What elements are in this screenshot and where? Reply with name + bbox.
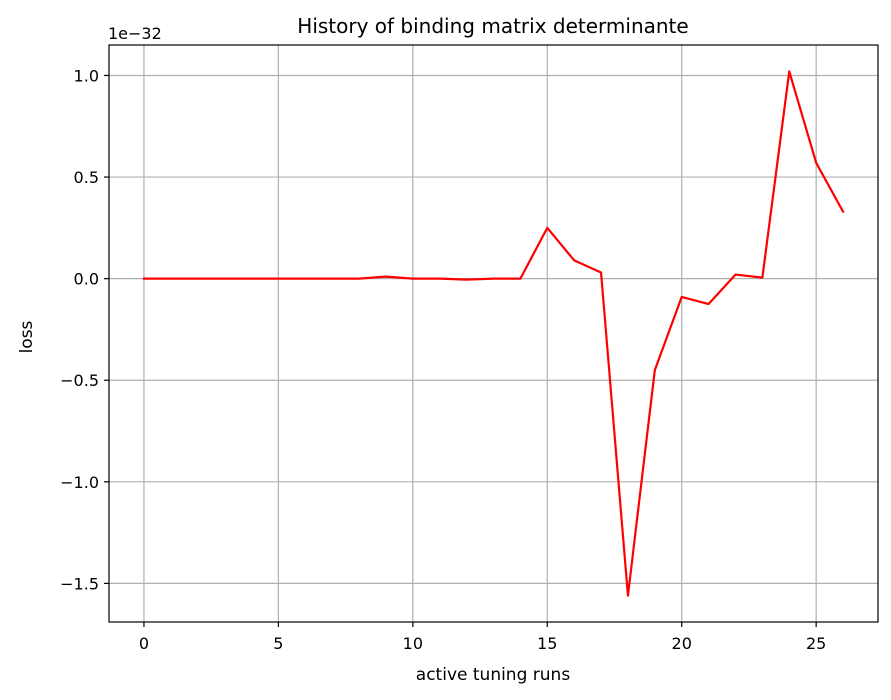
chart-title: History of binding matrix determinante [297,14,688,38]
x-tick-label: 0 [139,634,149,653]
y-tick-label: −1.5 [60,574,99,593]
x-tick-label: 5 [273,634,283,653]
series-layer [142,70,845,597]
plot-frame [108,44,879,623]
y-tick-label: −1.0 [60,473,99,492]
x-tick-label: 15 [537,634,557,653]
y-tick-label: 1.0 [74,66,99,85]
x-axis-ticks: 0 5 10 15 20 25 [139,622,826,653]
y-tick-label: −0.5 [60,371,99,390]
x-axis-label: active tuning runs [416,665,571,685]
y-tick-label: 0.0 [74,270,99,289]
x-tick-label: 20 [672,634,692,653]
x-tick-label: 10 [403,634,423,653]
x-tick-label: 25 [806,634,826,653]
y-axis-offset-text: 1e−32 [108,24,162,43]
y-tick-label: 0.5 [74,168,99,187]
y-axis-ticks: 1.0 0.5 0.0 −0.5 −1.0 −1.5 [60,66,109,593]
y-axis-label: loss [17,320,37,353]
